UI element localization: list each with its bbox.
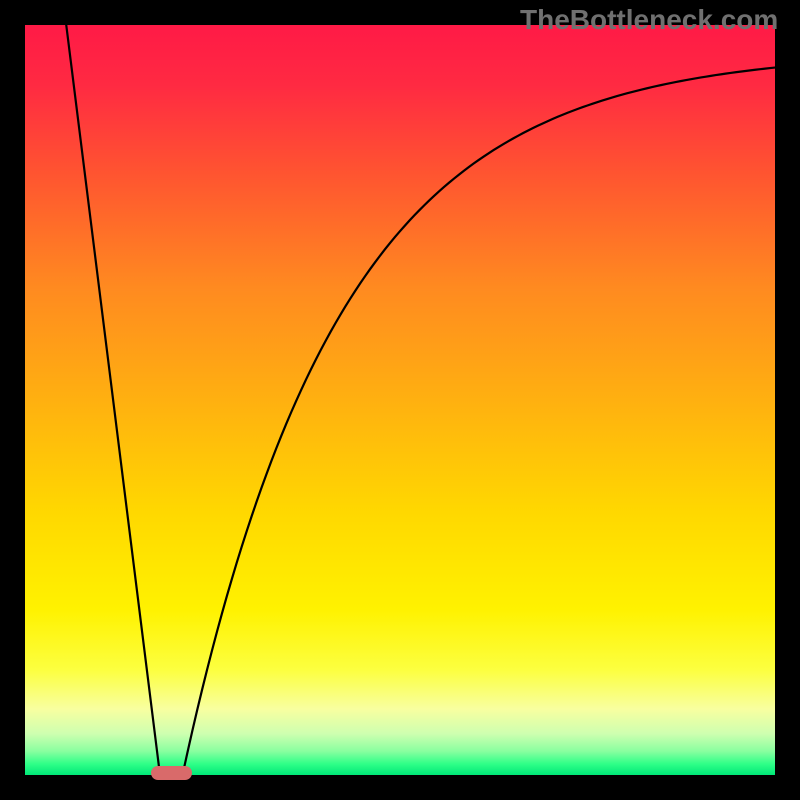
curve-path [66,25,775,775]
minimum-marker [151,766,192,780]
bottleneck-curve [25,25,775,775]
plot-area [25,25,775,775]
watermark-text: TheBottleneck.com [520,4,778,36]
